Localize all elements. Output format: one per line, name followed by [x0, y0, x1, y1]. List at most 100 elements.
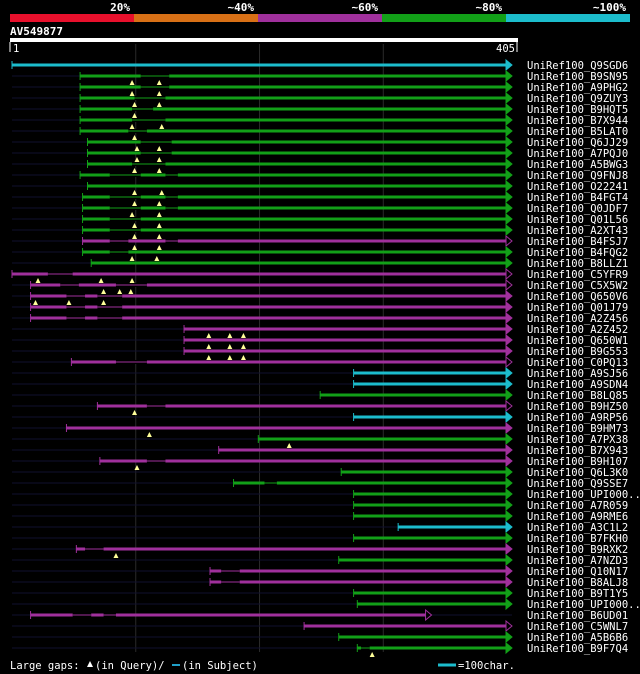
hit-label[interactable]: UniRef100_Q01L56 [527, 214, 628, 226]
hit-label[interactable]: UniRef100_Q9FNJ8 [527, 170, 628, 182]
hit-label[interactable]: UniRef100_Q9ZUY3 [527, 93, 628, 105]
hit-label[interactable]: UniRef100_B4FSJ7 [527, 236, 628, 248]
hit-row[interactable]: UniRef100_Q01L56 [12, 212, 628, 226]
hit-label[interactable]: UniRef100_C0PQ13 [527, 357, 628, 369]
hit-row[interactable]: UniRef100_Q650V6 [12, 289, 628, 303]
hit-label[interactable]: UniRef100_B9SN95 [527, 71, 628, 83]
hit-row[interactable]: UniRef100_B9RXK2 [12, 542, 628, 556]
hit-label[interactable]: UniRef100_A3C1L2 [527, 522, 628, 534]
hit-row[interactable]: UniRef100_UPI000.. [12, 597, 640, 611]
hit-label[interactable]: UniRef100_B9T1Y5 [527, 588, 628, 600]
hit-label[interactable]: UniRef100_A7NZD3 [527, 555, 628, 567]
hit-row[interactable]: UniRef100_A9SJ56 [12, 366, 628, 380]
hit-row[interactable]: UniRef100_A7NZD3 [12, 553, 628, 567]
hit-row[interactable]: UniRef100_A2Z456 [12, 311, 628, 325]
hit-row[interactable]: UniRef100_A5BWG3 [12, 157, 628, 171]
hit-row[interactable]: UniRef100_Q9SSE7 [12, 476, 628, 490]
hit-row[interactable]: UniRef100_A2XT43 [12, 223, 628, 237]
hit-label[interactable]: UniRef100_Q9SSE7 [527, 478, 628, 490]
hit-row[interactable]: UniRef100_A7PX38 [12, 432, 628, 446]
hit-row[interactable]: UniRef100_A9SDN4 [12, 377, 628, 391]
hit-row[interactable]: UniRef100_B8ALJ8 [12, 575, 628, 589]
hit-row[interactable]: UniRef100_Q9ZUY3 [12, 91, 628, 105]
hit-row[interactable]: UniRef100_Q9SGD6 [11, 58, 628, 72]
hit-row[interactable]: UniRef100_Q01J79 [12, 300, 628, 314]
hit-label[interactable]: UniRef100_B9G553 [527, 346, 628, 358]
hit-label[interactable]: UniRef100_A5BWG3 [527, 159, 628, 171]
hit-label[interactable]: UniRef100_B4FQG2 [527, 247, 628, 259]
hit-label[interactable]: UniRef100_B5LAT0 [527, 126, 628, 138]
hit-row[interactable]: UniRef100_C5WNL7 [12, 619, 628, 633]
hit-row[interactable]: UniRef100_B7FKH0 [12, 531, 628, 545]
hit-row[interactable]: UniRef100_Q9FNJ8 [12, 168, 628, 182]
hit-label[interactable]: UniRef100_UPI000.. [527, 489, 640, 501]
hit-label[interactable]: UniRef100_A5B6B6 [527, 632, 628, 644]
hit-label[interactable]: UniRef100_A9SDN4 [527, 379, 628, 391]
hit-label[interactable]: UniRef100_O22241 [527, 181, 628, 193]
hit-label[interactable]: UniRef100_Q10N17 [527, 566, 628, 578]
hit-label[interactable]: UniRef100_B8ALJ8 [527, 577, 628, 589]
hit-row[interactable]: UniRef100_B8LLZ1 [12, 256, 628, 270]
hit-label[interactable]: UniRef100_UPI000.. [527, 599, 640, 611]
hit-label[interactable]: UniRef100_Q6JJ29 [527, 137, 628, 149]
hit-row[interactable]: UniRef100_A9RME6 [12, 509, 628, 523]
hit-row[interactable]: UniRef100_C5YFR9 [11, 267, 628, 281]
hit-row[interactable]: UniRef100_O22241 [12, 179, 628, 193]
hit-row[interactable]: UniRef100_B6UD01 [12, 608, 628, 622]
hit-label[interactable]: UniRef100_A2Z456 [527, 313, 628, 325]
hit-row[interactable]: UniRef100_B9SN95 [12, 69, 628, 83]
hit-row[interactable]: UniRef100_A2Z452 [12, 322, 628, 336]
hit-row[interactable]: UniRef100_Q0JDF7 [12, 201, 628, 215]
hit-label[interactable]: UniRef100_B7X944 [527, 115, 628, 127]
hit-row[interactable]: UniRef100_C0PQ13 [12, 355, 628, 369]
hit-row[interactable]: UniRef100_B7X944 [12, 113, 628, 127]
hit-row[interactable]: UniRef100_B8LQ85 [12, 388, 628, 402]
hit-row[interactable]: UniRef100_Q6JJ29 [12, 135, 628, 149]
hit-label[interactable]: UniRef100_A9SJ56 [527, 368, 628, 380]
hit-label[interactable]: UniRef100_B9HM73 [527, 423, 628, 435]
hit-row[interactable]: UniRef100_Q10N17 [12, 564, 628, 578]
hit-label[interactable]: UniRef100_A2Z452 [527, 324, 628, 336]
hit-row[interactable]: UniRef100_A9RP56 [12, 410, 628, 424]
hit-row[interactable]: UniRef100_B9HZ50 [12, 399, 628, 413]
hit-row[interactable]: UniRef100_A9PHG2 [12, 80, 628, 94]
hit-label[interactable]: UniRef100_B4FGT4 [527, 192, 628, 204]
hit-label[interactable]: UniRef100_B9HQT5 [527, 104, 628, 116]
hit-label[interactable]: UniRef100_A9RME6 [527, 511, 628, 523]
hit-row[interactable]: UniRef100_B4FQG2 [12, 245, 628, 259]
hit-row[interactable]: UniRef100_B4FSJ7 [12, 234, 628, 248]
hit-label[interactable]: UniRef100_A9RP56 [527, 412, 628, 424]
hit-row[interactable]: UniRef100_C5X5W2 [12, 278, 628, 292]
hit-row[interactable]: UniRef100_B7X943 [12, 443, 628, 457]
hit-label[interactable]: UniRef100_Q9SGD6 [527, 60, 628, 72]
hit-row[interactable]: UniRef100_UPI000.. [12, 487, 640, 501]
hit-label[interactable]: UniRef100_B9H107 [527, 456, 628, 468]
hit-label[interactable]: UniRef100_C5YFR9 [527, 269, 628, 281]
hit-row[interactable]: UniRef100_B9HQT5 [12, 102, 628, 116]
hit-row[interactable]: UniRef100_A3C1L2 [12, 520, 628, 534]
hit-label[interactable]: UniRef100_Q01J79 [527, 302, 628, 314]
hit-row[interactable]: UniRef100_Q650W1 [12, 333, 628, 347]
hit-label[interactable]: UniRef100_B7FKH0 [527, 533, 628, 545]
hit-label[interactable]: UniRef100_C5X5W2 [527, 280, 628, 292]
hit-row[interactable]: UniRef100_B9T1Y5 [12, 586, 628, 600]
hit-label[interactable]: UniRef100_Q650W1 [527, 335, 628, 347]
hit-row[interactable]: UniRef100_B4FGT4 [12, 190, 628, 204]
hit-row[interactable]: UniRef100_B5LAT0 [12, 124, 628, 138]
hit-label[interactable]: UniRef100_B9F7Q4 [527, 643, 628, 655]
hit-label[interactable]: UniRef100_A2XT43 [527, 225, 628, 237]
hit-row[interactable]: UniRef100_B9HM73 [12, 421, 628, 435]
hit-label[interactable]: UniRef100_C5WNL7 [527, 621, 628, 633]
hit-label[interactable]: UniRef100_A7R059 [527, 500, 628, 512]
hit-row[interactable]: UniRef100_A5B6B6 [12, 630, 628, 644]
hit-label[interactable]: UniRef100_Q0JDF7 [527, 203, 628, 215]
hit-label[interactable]: UniRef100_B6UD01 [527, 610, 628, 622]
hit-row[interactable]: UniRef100_Q6L3K0 [12, 465, 628, 479]
hit-row[interactable]: UniRef100_B9H107 [12, 454, 628, 468]
hit-row[interactable]: UniRef100_B9F7Q4 [12, 641, 628, 655]
hit-label[interactable]: UniRef100_B7X943 [527, 445, 628, 457]
hit-label[interactable]: UniRef100_Q6L3K0 [527, 467, 628, 479]
hit-label[interactable]: UniRef100_Q650V6 [527, 291, 628, 303]
hit-label[interactable]: UniRef100_A9PHG2 [527, 82, 628, 94]
hit-row[interactable]: UniRef100_B9G553 [12, 344, 628, 358]
